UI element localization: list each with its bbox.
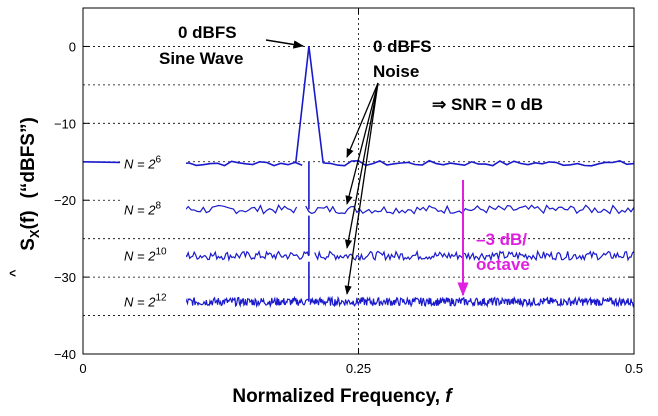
y-tick-label: −30	[54, 270, 76, 285]
noise-floor-trace	[309, 295, 635, 309]
x-tick-label: 0	[79, 361, 86, 376]
x-tick-label: 0.25	[346, 361, 371, 376]
series-label-base: N = 2	[124, 249, 156, 264]
noise-floor-trace	[305, 204, 635, 215]
noise-arrow-n12	[344, 82, 379, 295]
series-label: N = 26	[124, 154, 161, 171]
y-tick-label: −40	[54, 347, 76, 362]
sine-peak-trace	[294, 46, 324, 164]
series-label: N = 28	[124, 200, 161, 217]
noise-arrow-n10	[344, 82, 379, 249]
svg-text:SX(f)(“dBFS”): SX(f) (“dBFS”)	[18, 117, 42, 251]
noise-floor-trace	[314, 249, 635, 262]
x-axis-label: Normalized Frequency, f	[232, 386, 453, 407]
y-tick-label: −10	[54, 116, 76, 131]
noise-arrow-n6	[346, 82, 379, 158]
series-label-exponent: 8	[155, 200, 161, 211]
series-label-exponent: 12	[155, 293, 167, 304]
x-tick-label: 0.5	[625, 361, 643, 376]
tick-layer: 0−10−20−30−400 0.25 0.5	[54, 8, 643, 376]
series-label: N = 210	[124, 247, 167, 264]
sine-annotation-arrow	[265, 39, 305, 49]
noise-annotation-line1: 0 dBFS	[373, 37, 432, 56]
sine-annotation-line2: Sine Wave	[159, 49, 243, 68]
series-label-base: N = 2	[124, 295, 156, 310]
noise-arrow-n8	[345, 82, 379, 205]
noise-floor-trace	[323, 159, 635, 167]
y-axis-label-arg: (f)	[18, 210, 39, 229]
y-tick-label: 0	[69, 39, 76, 54]
series-label-base: N = 2	[124, 202, 156, 217]
noise-annotation-line2: Noise	[373, 62, 419, 81]
y-tick-label: −20	[54, 193, 76, 208]
noise-floor-trace	[181, 249, 310, 262]
y-axis-label-unit: (“dBFS”)	[18, 117, 39, 198]
series-label-base: N = 2	[124, 156, 156, 171]
snr-annotation: ⇒ SNR = 0 dB	[432, 95, 543, 114]
series-label: N = 212	[124, 293, 167, 310]
sine-annotation-line1: 0 dBFS	[178, 23, 237, 42]
noise-floor-trace	[181, 295, 309, 309]
noise-floor-trace	[82, 160, 303, 167]
y-axis-label-symbol: S	[18, 238, 39, 251]
slope-annotation-line2: octave	[476, 255, 530, 274]
series-label-background	[120, 199, 187, 222]
noise-floor-trace	[182, 204, 298, 215]
y-axis-label-subscript: X	[27, 229, 42, 238]
slope-annotation-line1: –3 dB/	[476, 230, 527, 249]
y-axis-label: SX(f) (“dBFS”) ^	[7, 117, 42, 277]
y-axis-label-hat: ^	[7, 269, 22, 277]
series-label-background	[120, 153, 187, 176]
series-label-exponent: 6	[155, 154, 161, 165]
series-label-exponent: 10	[155, 247, 167, 258]
series-label-background	[120, 291, 187, 314]
trace-layer	[82, 46, 635, 309]
series-label-background	[120, 245, 187, 268]
